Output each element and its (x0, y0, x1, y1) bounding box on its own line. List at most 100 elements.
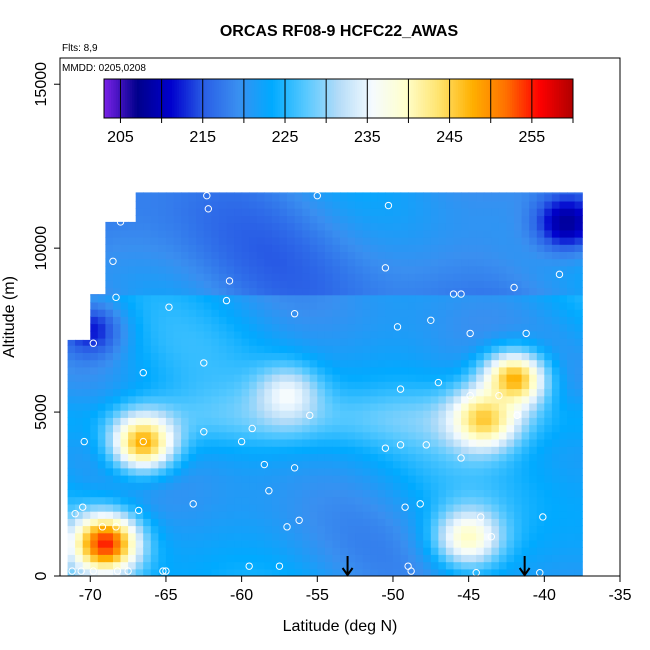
heatmap-cell (415, 395, 424, 404)
heatmap-cell (408, 439, 417, 447)
heatmap-cell (355, 301, 364, 310)
heatmap-cell (324, 338, 334, 346)
heatmap-cell (393, 410, 402, 418)
heatmap-cell (294, 395, 303, 404)
heatmap-cell (423, 215, 432, 224)
heatmap-cell (264, 503, 273, 512)
heatmap-cell (544, 482, 553, 490)
heatmap-cell (415, 446, 424, 454)
heatmap-cell (82, 431, 91, 440)
heatmap-cell (287, 568, 296, 576)
heatmap-cell (143, 193, 152, 202)
heatmap-cell (249, 251, 258, 260)
heatmap-cell (181, 503, 190, 512)
heatmap-cell (181, 338, 190, 346)
heatmap-cell (574, 525, 583, 534)
heatmap-cell (438, 381, 447, 390)
heatmap-cell (173, 374, 182, 382)
heatmap-cell (82, 511, 91, 519)
heatmap-cell (196, 518, 205, 527)
heatmap-cell (567, 222, 576, 231)
heatmap-cell (181, 265, 190, 274)
heatmap-cell (211, 446, 220, 454)
heatmap-cell (423, 388, 432, 397)
heatmap-cell (75, 374, 84, 382)
heatmap-cell (514, 352, 523, 361)
heatmap-cell (415, 280, 424, 289)
heatmap-cell (498, 489, 508, 498)
heatmap-cell (430, 309, 439, 317)
heatmap-cell (218, 482, 228, 490)
heatmap-cell (491, 482, 500, 490)
heatmap-cell (400, 273, 409, 281)
heatmap-cell (241, 208, 250, 216)
heatmap-cell (234, 489, 243, 498)
heatmap-cell (302, 417, 311, 426)
colorbar-cell (146, 79, 150, 118)
heatmap-cell (377, 301, 386, 310)
heatmap-cell (453, 338, 462, 346)
heatmap-cell (521, 301, 530, 310)
heatmap-cell (362, 518, 371, 527)
heatmap-cell (67, 525, 76, 534)
heatmap-cell (287, 287, 296, 296)
colorbar-cell (514, 79, 518, 118)
colorbar-cell (310, 79, 314, 118)
heatmap-cell (498, 309, 508, 317)
heatmap-cell (400, 222, 409, 231)
heatmap-cell (347, 402, 356, 411)
heatmap-cell (408, 424, 417, 433)
heatmap-cell (483, 402, 492, 411)
heatmap-cell (370, 431, 379, 440)
heatmap-cell (82, 402, 91, 411)
heatmap-cell (468, 280, 477, 289)
heatmap-cell (514, 554, 523, 563)
heatmap-cell (506, 192, 515, 195)
heatmap-cell (128, 547, 137, 555)
heatmap-cell (438, 229, 447, 238)
heatmap-cell (461, 518, 470, 527)
heatmap-cell (340, 309, 349, 317)
heatmap-cell (165, 229, 175, 238)
heatmap-cell (309, 273, 318, 281)
heatmap-cell (514, 193, 523, 202)
heatmap-cell (203, 525, 212, 534)
heatmap-cell (498, 410, 508, 418)
heatmap-cell (559, 402, 568, 411)
heatmap-cell (294, 482, 303, 490)
heatmap-cell (294, 388, 303, 397)
heatmap-cell (453, 359, 462, 368)
heatmap-cell (165, 345, 175, 353)
heatmap-cell (128, 294, 137, 303)
heatmap-cell (355, 496, 364, 505)
heatmap-cell (415, 539, 424, 548)
heatmap-cell (203, 453, 212, 462)
heatmap-cell (393, 323, 402, 332)
heatmap-cell (468, 222, 477, 231)
heatmap-cell (105, 402, 114, 411)
sample-point (384, 201, 393, 210)
heatmap-cell (536, 229, 545, 238)
heatmap-cell (498, 229, 508, 238)
heatmap-cell (491, 244, 500, 252)
heatmap-cell (438, 374, 447, 382)
heatmap-cell (226, 424, 235, 433)
heatmap-cell (143, 244, 152, 252)
heatmap-cell (181, 547, 190, 555)
heatmap-cell (423, 539, 432, 548)
heatmap-cell (468, 525, 477, 534)
heatmap-cell (340, 374, 349, 382)
heatmap-cell (498, 273, 508, 281)
heatmap-cell (256, 192, 265, 195)
heatmap-cell (234, 366, 243, 375)
colorbar-cell (216, 79, 220, 118)
heatmap-cell (256, 352, 265, 361)
heatmap-cell (521, 482, 530, 490)
heatmap-cell (324, 503, 334, 512)
heatmap-cell (347, 215, 356, 224)
heatmap-cell (567, 280, 576, 289)
heatmap-cell (377, 374, 386, 382)
heatmap-cell (415, 215, 424, 224)
heatmap-cell (567, 287, 576, 296)
heatmap-cell (143, 352, 152, 361)
